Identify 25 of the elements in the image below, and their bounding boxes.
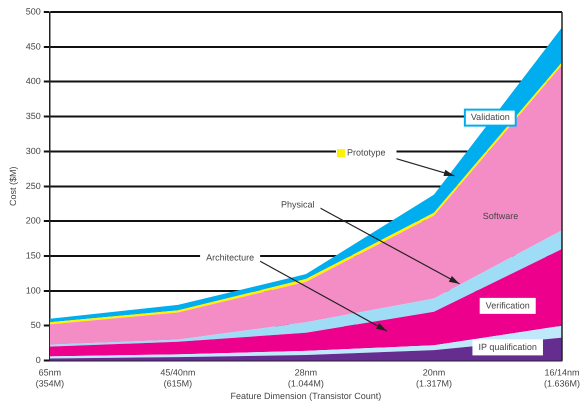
x-tick-label: 28nm (1.044M): [288, 367, 324, 388]
legend-label: Prototype: [346, 148, 386, 158]
y-tick-label: 100: [26, 285, 41, 296]
series-label: IP qualification: [478, 342, 537, 352]
x-tick-label: 65nm (354M): [36, 367, 64, 388]
x-tick-label: 20nm (1.317M): [416, 367, 452, 388]
y-tick-label: 450: [26, 41, 41, 52]
series-label: Software: [482, 210, 518, 221]
text: Architecture: [206, 252, 254, 263]
series-label: Verification: [486, 300, 530, 310]
series-label: Validation: [470, 112, 510, 122]
x-axis-title: Feature Dimension (Transistor Count): [230, 391, 382, 402]
y-tick-label: 200: [26, 216, 41, 226]
y-tick-label: 300: [26, 146, 41, 156]
y-tick-label: 400: [26, 76, 41, 86]
y-tick-label: 500: [26, 6, 41, 16]
y-tick-label: 350: [26, 111, 41, 122]
text: Physical: [280, 200, 314, 210]
y-tick-label: 250: [26, 180, 41, 191]
y-axis-title: Cost ($M): [8, 166, 18, 206]
x-tick-label: 45/40nm (615M): [160, 367, 196, 388]
y-tick-label: 50: [30, 320, 41, 330]
y-tick-label: 150: [26, 250, 41, 261]
x-tick-label: 16/14nm (1.636M): [544, 367, 580, 388]
y-tick-label: 0: [36, 355, 41, 366]
